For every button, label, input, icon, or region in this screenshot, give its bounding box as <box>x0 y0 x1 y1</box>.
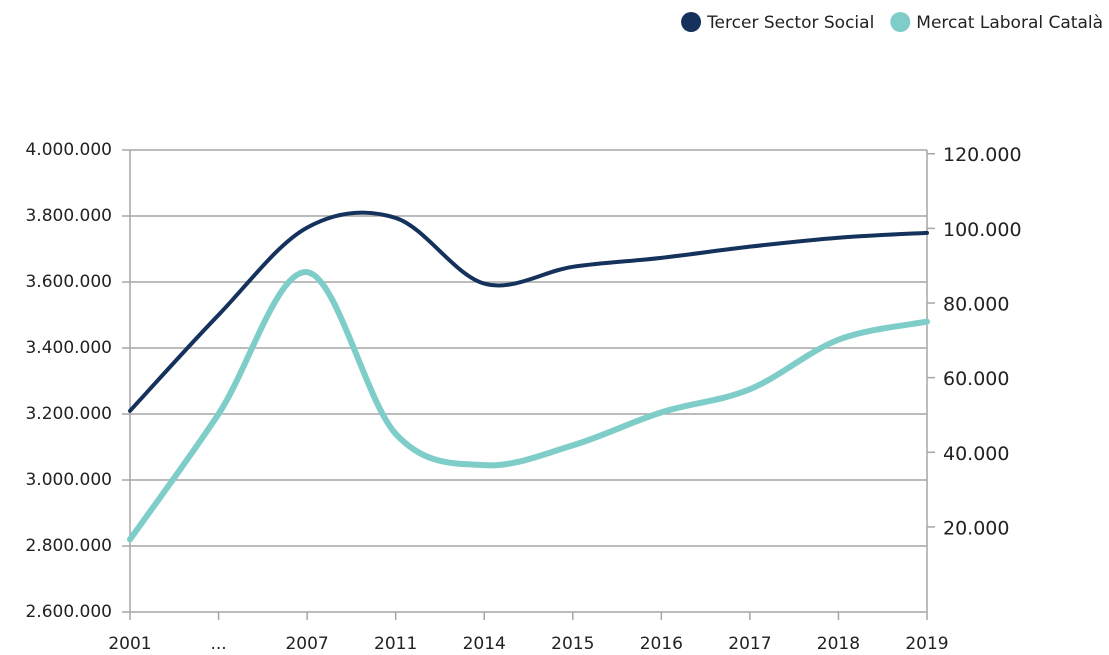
y2-tick-label: 80.000 <box>943 294 1009 316</box>
legend-label: Tercer Sector Social <box>706 13 874 33</box>
y-tick-label: 3.600.000 <box>25 272 112 292</box>
y2-tick-label: 40.000 <box>943 443 1009 465</box>
y-tick-label: 2.800.000 <box>25 536 112 556</box>
x-tick-label: 2019 <box>905 634 948 654</box>
x-tick-label: 2001 <box>108 634 151 654</box>
legend-label: Mercat Laboral Català <box>916 13 1103 33</box>
legend-marker <box>890 12 911 32</box>
legend-marker <box>681 12 702 32</box>
x-tick-label: 2017 <box>728 634 771 654</box>
series-line <box>128 210 929 413</box>
x-tick-label: 2014 <box>463 634 506 654</box>
x-tick-label: 2007 <box>285 634 328 654</box>
x-tick-label: 2015 <box>551 634 594 654</box>
y2-tick-label: 120.000 <box>943 144 1022 166</box>
y2-tick-label: 20.000 <box>943 517 1009 539</box>
y-tick-label: 3.200.000 <box>25 404 112 424</box>
y-tick-label: 3.800.000 <box>25 206 112 226</box>
x-tick-label: 2011 <box>374 634 417 654</box>
y-tick-label: 3.400.000 <box>25 338 112 358</box>
y-tick-label: 3.000.000 <box>25 470 112 490</box>
y2-tick-label: 100.000 <box>943 219 1022 241</box>
x-tick-label: 2016 <box>640 634 683 654</box>
series-line <box>127 269 930 543</box>
y-tick-label: 2.600.000 <box>25 602 112 622</box>
y2-tick-label: 60.000 <box>943 368 1009 390</box>
x-tick-label: 2018 <box>817 634 860 654</box>
x-tick-label: ... <box>210 634 226 654</box>
y-tick-label: 4.000.000 <box>25 140 112 160</box>
